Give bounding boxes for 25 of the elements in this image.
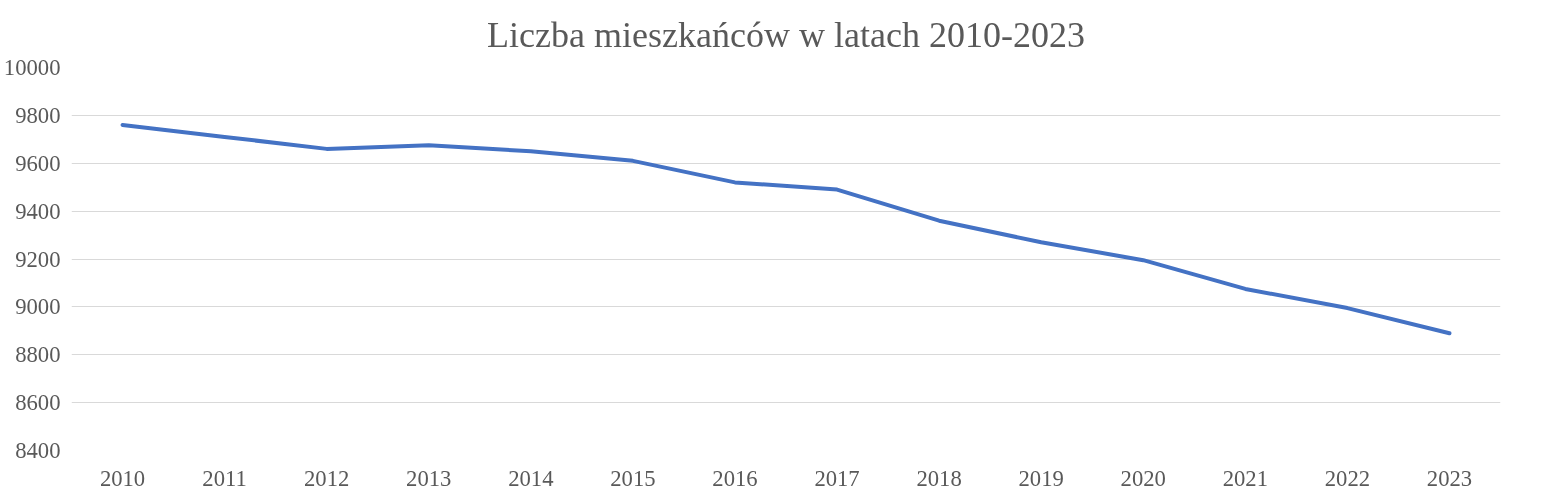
x-tick-label: 2021 (1222, 465, 1268, 491)
x-tick-label: 2023 (1426, 465, 1473, 491)
x-tick-label: 2010 (99, 465, 146, 491)
y-tick-label: 8800 (15, 342, 61, 368)
chart-title: Liczba mieszkańców w latach 2010-2023 (487, 15, 1085, 55)
x-tick-label: 2015 (610, 465, 656, 491)
y-tick-label: 10000 (3, 55, 61, 80)
x-tick-label: 2017 (814, 465, 860, 491)
y-tick-label: 8400 (15, 438, 61, 463)
x-tick-label: 2022 (1324, 465, 1371, 491)
line-series (120, 122, 1452, 336)
x-tick-label: 2020 (1120, 465, 1166, 491)
y-tick-label: 9000 (15, 294, 61, 320)
x-tick-label: 2014 (508, 465, 554, 491)
x-tick-label: 2012 (304, 465, 350, 491)
x-tick-label: 2016 (712, 465, 758, 491)
y-tick-label: 9400 (15, 198, 61, 224)
x-tick-label: 2018 (916, 465, 962, 491)
y-tick-label: 8600 (15, 390, 61, 416)
x-tick-label: 2019 (1018, 465, 1064, 491)
x-tick-label: 2011 (202, 465, 247, 491)
y-tick-label: 9200 (15, 246, 61, 272)
y-tick-label: 9800 (15, 102, 61, 128)
x-tick-label: 2013 (406, 465, 452, 491)
y-tick-label: 9600 (15, 150, 61, 176)
